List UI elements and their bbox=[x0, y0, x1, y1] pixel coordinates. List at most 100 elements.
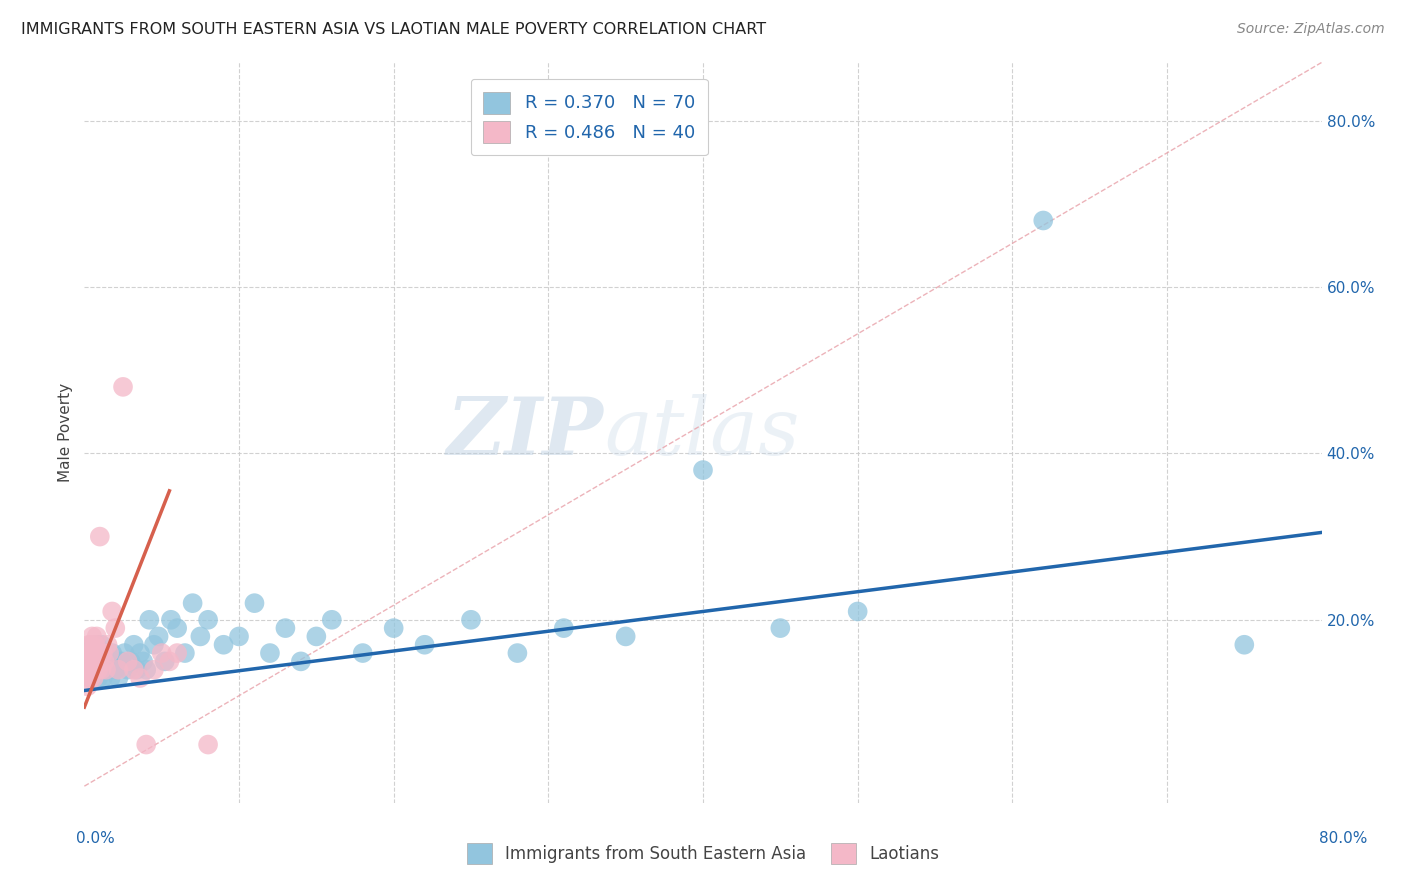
Point bbox=[82, 663, 104, 677]
Point bbox=[90, 638, 112, 652]
Point bbox=[125, 663, 148, 677]
Point bbox=[91, 671, 114, 685]
Point bbox=[104, 621, 127, 635]
Point bbox=[103, 654, 125, 668]
Point bbox=[87, 663, 110, 677]
Point bbox=[107, 663, 129, 677]
Point bbox=[243, 596, 266, 610]
Point bbox=[135, 738, 157, 752]
Point bbox=[82, 646, 104, 660]
Point bbox=[98, 646, 121, 660]
Point bbox=[75, 671, 97, 685]
Text: Source: ZipAtlas.com: Source: ZipAtlas.com bbox=[1237, 22, 1385, 37]
Point bbox=[77, 646, 100, 660]
Point bbox=[98, 654, 121, 668]
Legend: Immigrants from South Eastern Asia, Laotians: Immigrants from South Eastern Asia, Laot… bbox=[460, 837, 946, 871]
Point bbox=[135, 663, 157, 677]
Text: 80.0%: 80.0% bbox=[1319, 831, 1367, 846]
Point bbox=[89, 530, 111, 544]
Point bbox=[82, 646, 104, 660]
Point bbox=[91, 646, 114, 660]
Point bbox=[87, 654, 110, 668]
Point bbox=[94, 654, 117, 668]
Point bbox=[769, 621, 792, 635]
Point bbox=[117, 663, 139, 677]
Point bbox=[83, 646, 105, 660]
Point bbox=[112, 380, 135, 394]
Point bbox=[460, 613, 482, 627]
Point bbox=[159, 654, 180, 668]
Point bbox=[82, 638, 104, 652]
Point bbox=[100, 671, 122, 685]
Y-axis label: Male Poverty: Male Poverty bbox=[58, 383, 73, 483]
Point bbox=[129, 671, 152, 685]
Point bbox=[90, 654, 112, 668]
Text: atlas: atlas bbox=[605, 394, 800, 471]
Point bbox=[84, 663, 107, 677]
Point bbox=[1233, 638, 1256, 652]
Point bbox=[84, 646, 107, 660]
Point bbox=[77, 663, 100, 677]
Point bbox=[83, 671, 105, 685]
Point bbox=[846, 605, 869, 619]
Point bbox=[82, 629, 104, 643]
Point bbox=[107, 671, 129, 685]
Point bbox=[352, 646, 374, 660]
Point bbox=[86, 638, 108, 652]
Point bbox=[79, 654, 101, 668]
Point bbox=[122, 663, 145, 677]
Point bbox=[160, 613, 183, 627]
Point bbox=[290, 654, 312, 668]
Point bbox=[89, 646, 111, 660]
Point bbox=[553, 621, 575, 635]
Point bbox=[87, 671, 110, 685]
Point bbox=[143, 638, 166, 652]
Text: ZIP: ZIP bbox=[447, 394, 605, 471]
Point bbox=[84, 638, 107, 652]
Point bbox=[77, 638, 100, 652]
Point bbox=[197, 738, 219, 752]
Point bbox=[93, 654, 115, 668]
Point bbox=[101, 646, 124, 660]
Text: IMMIGRANTS FROM SOUTH EASTERN ASIA VS LAOTIAN MALE POVERTY CORRELATION CHART: IMMIGRANTS FROM SOUTH EASTERN ASIA VS LA… bbox=[21, 22, 766, 37]
Point bbox=[76, 679, 98, 693]
Point bbox=[150, 646, 173, 660]
Point bbox=[83, 654, 105, 668]
Point bbox=[93, 663, 115, 677]
Point bbox=[79, 671, 101, 685]
Point bbox=[174, 646, 197, 660]
Point bbox=[96, 646, 118, 660]
Point bbox=[181, 596, 204, 610]
Point bbox=[79, 638, 101, 652]
Point bbox=[382, 621, 405, 635]
Point bbox=[166, 646, 188, 660]
Point bbox=[82, 663, 104, 677]
Point bbox=[76, 654, 98, 668]
Point bbox=[79, 671, 101, 685]
Point bbox=[90, 663, 112, 677]
Point bbox=[96, 638, 118, 652]
Point bbox=[83, 671, 105, 685]
Point bbox=[86, 654, 108, 668]
Point bbox=[188, 629, 211, 643]
Point bbox=[91, 646, 114, 660]
Point bbox=[212, 638, 235, 652]
Point bbox=[132, 654, 155, 668]
Point bbox=[79, 654, 101, 668]
Point bbox=[86, 654, 108, 668]
Point bbox=[86, 629, 108, 643]
Point bbox=[87, 646, 110, 660]
Point bbox=[89, 663, 111, 677]
Point bbox=[228, 629, 250, 643]
Point bbox=[321, 613, 343, 627]
Point bbox=[138, 613, 160, 627]
Point bbox=[129, 646, 152, 660]
Point bbox=[110, 654, 132, 668]
Point bbox=[166, 621, 188, 635]
Legend: R = 0.370   N = 70, R = 0.486   N = 40: R = 0.370 N = 70, R = 0.486 N = 40 bbox=[471, 78, 707, 155]
Point bbox=[148, 629, 170, 643]
Point bbox=[506, 646, 529, 660]
Point bbox=[114, 646, 136, 660]
Point bbox=[305, 629, 328, 643]
Text: 0.0%: 0.0% bbox=[76, 831, 115, 846]
